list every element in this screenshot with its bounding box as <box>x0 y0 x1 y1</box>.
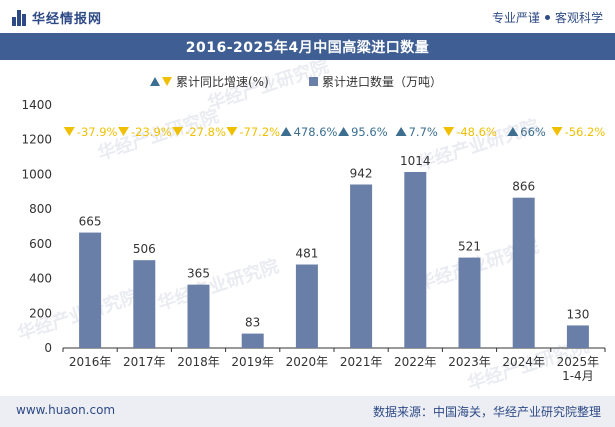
growth-up-triangle-icon <box>280 127 292 136</box>
growth-rate-label: -37.9% <box>77 125 118 139</box>
growth-down-triangle-icon <box>63 127 75 136</box>
growth-rate-label: -27.8% <box>185 125 226 139</box>
footer: www.huaon.com 数据来源：中国海关，华经产业研究院整理 <box>0 396 615 427</box>
bar-value-label: 506 <box>133 242 156 256</box>
growth-rate-label: -48.6% <box>456 125 497 139</box>
tagline-right: 客观科学 <box>554 11 603 25</box>
bar-value-label: 83 <box>245 316 260 330</box>
bar-value-label: 942 <box>350 166 373 180</box>
bar-value-label: 866 <box>512 180 535 194</box>
y-tick-label: 1200 <box>21 133 52 147</box>
tagline: 专业严谨 客观科学 <box>492 9 603 26</box>
y-tick-label: 600 <box>29 237 52 251</box>
bar-value-label: 665 <box>79 215 102 229</box>
growth-up-triangle-icon <box>395 127 407 136</box>
brand-name: 华经情报网 <box>32 12 103 27</box>
legend-growth-label: 累计同比增速(%) <box>176 75 269 89</box>
legend-down-triangle-icon <box>162 77 172 86</box>
growth-rate-label: -23.9% <box>131 125 172 139</box>
bar <box>458 257 481 348</box>
x-tick-label: 2024年 <box>502 355 545 369</box>
growth-up-triangle-icon <box>338 127 350 136</box>
dot-icon <box>544 15 550 20</box>
x-tick-label: 2025年 1-4月 <box>557 355 600 383</box>
bar <box>295 264 318 348</box>
footer-website: www.huaon.com <box>16 403 116 417</box>
bar-value-label: 521 <box>458 240 481 254</box>
y-tick-label: 1400 <box>21 98 52 112</box>
footer-source: 数据来源：中国海关，华经产业研究院整理 <box>372 405 601 419</box>
y-tick-label: 400 <box>29 272 52 286</box>
brand: 华经情报网 <box>12 8 102 27</box>
title-bar: 2016-2025年4月中国高粱进口数量 <box>0 33 615 60</box>
growth-rate-label: 7.7% <box>409 125 438 139</box>
growth-down-triangle-icon <box>226 127 238 136</box>
tagline-left: 专业严谨 <box>491 11 540 25</box>
x-tick-label: 2022年 <box>394 355 437 369</box>
bar <box>404 171 427 348</box>
bar <box>512 197 535 348</box>
y-tick-label: 800 <box>29 202 52 216</box>
growth-down-triangle-icon <box>551 127 563 136</box>
growth-down-triangle-icon <box>443 127 455 136</box>
bar <box>133 260 156 348</box>
growth-up-triangle-icon <box>507 127 519 136</box>
x-tick-label: 2017年 <box>123 355 166 369</box>
growth-rate-label: -77.2% <box>239 125 280 139</box>
watermark-text: 华经产业研究院 <box>155 255 282 315</box>
bar-value-label: 365 <box>187 267 210 281</box>
bar <box>350 184 373 348</box>
x-tick-label: 2020年 <box>286 355 329 369</box>
bar <box>79 232 102 348</box>
top-bar: 华经情报网 专业严谨 客观科学 <box>0 0 615 33</box>
growth-rate-label: 478.6% <box>294 125 338 139</box>
growth-rate-label: -56.2% <box>565 125 606 139</box>
legend-up-triangle-icon <box>150 77 160 86</box>
chart-title: 2016-2025年4月中国高粱进口数量 <box>185 39 430 56</box>
bar-value-label: 130 <box>566 307 589 321</box>
x-tick-label: 2016年 <box>69 355 112 369</box>
y-tick-label: 200 <box>29 306 52 320</box>
legend-volume-swatch <box>309 77 318 86</box>
growth-rate-label: 66% <box>520 125 546 139</box>
bar-value-label: 481 <box>295 247 318 261</box>
growth-rate-label: 95.6% <box>351 125 388 139</box>
x-tick-label: 2021年 <box>340 355 383 369</box>
bar <box>566 325 589 348</box>
x-tick-label: 2018年 <box>177 355 220 369</box>
bar <box>241 333 264 348</box>
growth-down-triangle-icon <box>118 127 129 136</box>
y-tick-label: 0 <box>44 341 52 355</box>
bar-value-label: 1014 <box>400 154 431 168</box>
legend-volume-label: 累计进口数量（万吨） <box>322 74 442 89</box>
bar <box>187 284 210 348</box>
watermark-text: 华经产业研究院 <box>415 115 542 175</box>
x-tick-label: 2019年 <box>231 355 274 369</box>
y-tick-label: 1000 <box>21 167 52 181</box>
growth-down-triangle-icon <box>172 127 184 136</box>
logo-icon <box>12 9 26 26</box>
x-tick-label: 2023年 <box>448 355 491 369</box>
